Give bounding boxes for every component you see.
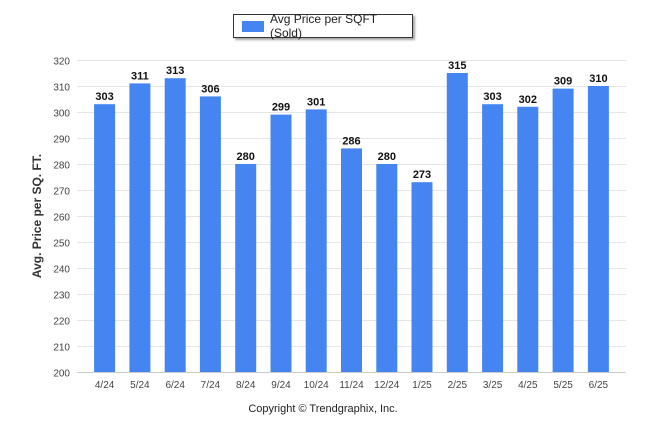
bar bbox=[341, 148, 362, 372]
y-tick-label: 230 bbox=[53, 291, 70, 302]
x-tick-label: 11/24 bbox=[339, 380, 364, 391]
x-tick-label: 1/25 bbox=[412, 380, 432, 391]
copyright-footer: Copyright © Trendgraphix, Inc. bbox=[248, 403, 398, 415]
x-tick-label: 4/25 bbox=[518, 380, 538, 391]
y-tick-label: 210 bbox=[53, 343, 70, 354]
bar bbox=[552, 88, 574, 372]
bar bbox=[517, 106, 539, 373]
x-tick-label: 5/25 bbox=[553, 380, 573, 391]
bar bbox=[129, 83, 151, 373]
data-label: 273 bbox=[413, 169, 431, 181]
data-label: 286 bbox=[342, 135, 360, 147]
data-label: 303 bbox=[95, 91, 113, 103]
bar bbox=[376, 164, 398, 372]
x-tick-label: 2/25 bbox=[448, 380, 468, 391]
x-tick-label: 8/24 bbox=[236, 380, 256, 391]
legend-swatch bbox=[242, 20, 264, 32]
data-label: 311 bbox=[131, 70, 149, 82]
y-tick-label: 290 bbox=[53, 135, 70, 146]
x-tick-label: 4/24 bbox=[95, 380, 115, 391]
bar bbox=[482, 104, 504, 372]
data-label: 303 bbox=[483, 91, 501, 103]
x-tick-label: 12/24 bbox=[374, 380, 399, 391]
x-tick-label: 10/24 bbox=[304, 380, 329, 391]
legend-label: Avg Price per SQFT (Sold) bbox=[269, 12, 377, 40]
bar bbox=[305, 109, 327, 373]
y-tick-label: 260 bbox=[53, 213, 70, 224]
data-label: 301 bbox=[307, 96, 325, 108]
y-tick-label: 270 bbox=[53, 187, 70, 198]
x-tick-label: 5/24 bbox=[130, 380, 150, 391]
x-tick-label: 3/25 bbox=[483, 380, 503, 391]
x-tick-label: 7/24 bbox=[201, 380, 221, 391]
data-label: 310 bbox=[589, 73, 607, 85]
y-tick-label: 250 bbox=[53, 239, 70, 250]
bar bbox=[411, 182, 433, 372]
x-tick-label: 6/25 bbox=[589, 380, 609, 391]
data-label: 306 bbox=[201, 83, 219, 95]
y-axis-title: Avg. Price per SQ. FT. bbox=[30, 154, 44, 278]
data-label: 280 bbox=[237, 151, 255, 163]
x-tick-label: 9/24 bbox=[271, 380, 291, 391]
x-tick-label: 6/24 bbox=[165, 380, 185, 391]
y-tick-label: 240 bbox=[53, 265, 70, 276]
data-label: 280 bbox=[378, 151, 396, 163]
bar bbox=[235, 164, 257, 372]
bar bbox=[164, 78, 186, 372]
y-tick-label: 320 bbox=[53, 57, 70, 68]
y-tick-label: 280 bbox=[53, 161, 70, 172]
y-tick-label: 220 bbox=[53, 317, 70, 328]
legend: Avg Price per SQFT (Sold) bbox=[233, 12, 413, 40]
data-label: 299 bbox=[272, 102, 290, 114]
y-tick-label: 200 bbox=[53, 369, 70, 380]
data-label: 309 bbox=[554, 76, 572, 88]
y-tick-label: 310 bbox=[53, 83, 70, 94]
bar bbox=[270, 114, 292, 372]
data-label: 302 bbox=[519, 94, 537, 106]
bar bbox=[94, 104, 116, 372]
bar bbox=[446, 73, 468, 372]
data-label: 315 bbox=[448, 60, 466, 72]
bar bbox=[587, 86, 609, 372]
y-tick-label: 300 bbox=[53, 109, 70, 120]
data-label: 313 bbox=[166, 65, 184, 77]
bar bbox=[199, 96, 221, 373]
